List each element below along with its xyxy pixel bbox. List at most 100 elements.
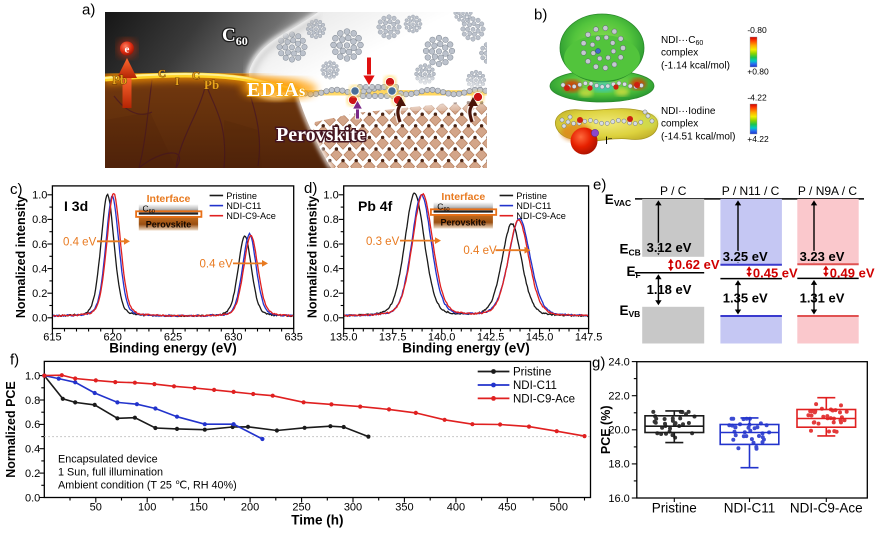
svg-text:1.35 eV: 1.35 eV: [723, 291, 768, 306]
svg-text:1.18 eV: 1.18 eV: [647, 282, 692, 297]
svg-text:NDI-C11: NDI-C11: [516, 201, 551, 211]
svg-text:0.8: 0.8: [323, 214, 338, 226]
svg-text:e): e): [593, 177, 606, 194]
svg-text:625: 625: [164, 332, 182, 344]
svg-text:I–: I–: [605, 135, 612, 147]
svg-text:Encapsulated device: Encapsulated device: [58, 454, 158, 466]
svg-text:-4.22: -4.22: [747, 93, 767, 103]
svg-text:Perovskite: Perovskite: [146, 220, 192, 230]
svg-text:18.0: 18.0: [608, 459, 629, 471]
svg-text:0.6: 0.6: [32, 239, 47, 251]
svg-text:NDI-C11: NDI-C11: [724, 501, 776, 516]
svg-text:250: 250: [292, 502, 310, 514]
svg-text:0.4 eV: 0.4 eV: [463, 245, 497, 257]
svg-text:NDI-C11: NDI-C11: [226, 201, 261, 211]
svg-text:NDI-C9-Ace: NDI-C9-Ace: [790, 501, 863, 516]
svg-text:Normalized PCE: Normalized PCE: [4, 381, 18, 478]
svg-text:145.0: 145.0: [526, 332, 554, 344]
svg-text:630: 630: [224, 332, 242, 344]
svg-text:I: I: [175, 76, 179, 88]
svg-text:0.8: 0.8: [32, 214, 47, 226]
svg-text:I 3d: I 3d: [64, 198, 88, 214]
svg-text:350: 350: [395, 502, 413, 514]
svg-text:0.6: 0.6: [323, 239, 338, 251]
svg-text:PCE (%): PCE (%): [599, 405, 613, 454]
svg-text:NDI-C9-Ace: NDI-C9-Ace: [513, 393, 575, 405]
svg-text:C: C: [192, 70, 200, 82]
svg-text:d): d): [304, 180, 317, 197]
svg-text:3.23 eV: 3.23 eV: [800, 249, 845, 264]
svg-text:Binding energy (eV): Binding energy (eV): [402, 341, 530, 356]
svg-text:Pristine: Pristine: [516, 191, 547, 201]
svg-text:+0.80: +0.80: [747, 67, 769, 77]
svg-text:Perovskite: Perovskite: [441, 218, 487, 228]
svg-text:EDIAs: EDIAs: [247, 79, 306, 101]
svg-text:0.2: 0.2: [32, 288, 47, 300]
svg-text:Interface: Interface: [147, 193, 191, 205]
svg-text:0.0: 0.0: [323, 313, 338, 325]
svg-text:NDI-C9-Ace: NDI-C9-Ace: [516, 211, 566, 221]
svg-text:b): b): [534, 7, 547, 24]
svg-text:-0.80: -0.80: [747, 25, 767, 35]
svg-text:635: 635: [285, 332, 303, 344]
svg-text:Pb 4f: Pb 4f: [358, 198, 393, 214]
svg-text:C: C: [158, 68, 166, 80]
svg-text:Pb: Pb: [204, 77, 219, 92]
svg-text:Pristine: Pristine: [226, 191, 257, 201]
svg-text:1.0: 1.0: [323, 190, 338, 202]
svg-text:0.2: 0.2: [323, 288, 338, 300]
svg-text:615: 615: [43, 332, 61, 344]
svg-text:P / C: P / C: [660, 184, 687, 198]
svg-text:C60: C60: [437, 202, 449, 214]
svg-text:500: 500: [550, 502, 568, 514]
svg-text:P / N9A / C: P / N9A / C: [798, 184, 857, 198]
svg-text:100: 100: [138, 502, 156, 514]
svg-text:0.0: 0.0: [32, 313, 47, 325]
svg-text:NDI-C9-Ace: NDI-C9-Ace: [226, 211, 276, 221]
svg-text:f): f): [10, 352, 19, 369]
svg-text:0.4 eV: 0.4 eV: [200, 258, 234, 270]
svg-text:Pristine: Pristine: [652, 501, 697, 516]
svg-text:Pristine: Pristine: [513, 367, 551, 379]
svg-text:Perovskite: Perovskite: [276, 124, 366, 146]
svg-text:e: e: [125, 44, 130, 56]
svg-text:150: 150: [189, 502, 207, 514]
svg-text:NDI-C11: NDI-C11: [513, 380, 557, 392]
svg-text:NDI···C60: NDI···C60: [661, 35, 703, 47]
svg-text:20.0: 20.0: [608, 425, 629, 437]
svg-text:Ambient condition (T 25 ℃, RH: Ambient condition (T 25 ℃, RH 40%): [58, 480, 237, 492]
svg-text:0.6: 0.6: [25, 419, 40, 431]
svg-text:C60: C60: [222, 25, 248, 48]
svg-text:Normalized intensity: Normalized intensity: [306, 196, 320, 318]
svg-text:0.4 eV: 0.4 eV: [63, 237, 97, 249]
svg-text:400: 400: [447, 502, 465, 514]
svg-text:22.0: 22.0: [608, 391, 629, 403]
svg-text:450: 450: [498, 502, 516, 514]
svg-text:1.0: 1.0: [32, 190, 47, 202]
svg-text:0.0: 0.0: [25, 492, 40, 504]
svg-text:(-14.51 kcal/mol): (-14.51 kcal/mol): [661, 132, 735, 143]
svg-text:50: 50: [90, 502, 102, 514]
svg-text:c): c): [10, 181, 23, 198]
svg-text:200: 200: [241, 502, 259, 514]
svg-text:Normalized intensity: Normalized intensity: [14, 196, 28, 318]
svg-text:Pb: Pb: [112, 72, 127, 87]
svg-text:140.0: 140.0: [428, 332, 456, 344]
svg-text:+4.22: +4.22: [747, 134, 769, 144]
svg-text:0.2: 0.2: [25, 468, 40, 480]
svg-text:complex: complex: [661, 119, 698, 130]
svg-text:0.49 eV: 0.49 eV: [830, 265, 875, 280]
svg-text:C60: C60: [143, 204, 155, 216]
svg-text:1 Sun, full illumination: 1 Sun, full illumination: [58, 467, 163, 479]
svg-text:0.8: 0.8: [25, 395, 40, 407]
svg-text:Binding energy (eV): Binding energy (eV): [109, 341, 237, 356]
svg-text:0.62 eV: 0.62 eV: [675, 257, 720, 272]
svg-text:complex: complex: [661, 48, 698, 59]
svg-text:NDI···Iodine: NDI···Iodine: [661, 106, 716, 117]
svg-text:300: 300: [344, 502, 362, 514]
svg-text:Time (h): Time (h): [291, 513, 343, 528]
svg-text:Interface: Interface: [441, 191, 485, 203]
svg-text:a): a): [82, 2, 95, 19]
svg-text:0.4: 0.4: [32, 263, 47, 275]
svg-text:620: 620: [104, 332, 122, 344]
